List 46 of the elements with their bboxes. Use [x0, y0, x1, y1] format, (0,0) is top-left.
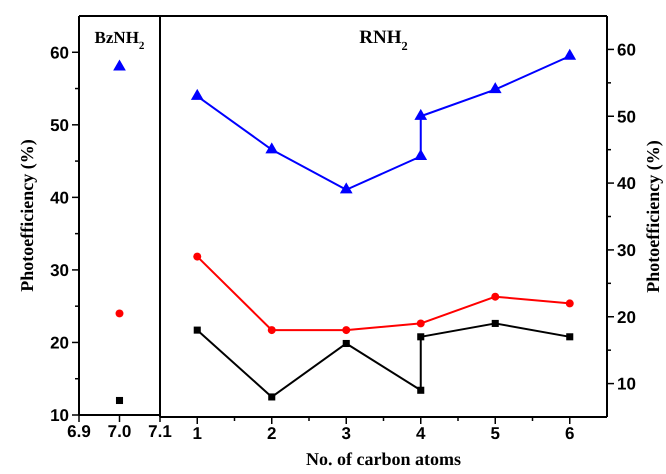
y2-tick-label: 30	[617, 240, 636, 260]
point	[268, 393, 276, 400]
y2-tick-label: 50	[617, 107, 636, 126]
point	[194, 326, 201, 334]
point	[340, 182, 353, 194]
x-tick-label: 5	[490, 424, 500, 443]
point	[416, 319, 425, 328]
point	[488, 82, 502, 94]
y-tick-label: 60	[50, 43, 69, 62]
point	[417, 333, 424, 340]
point	[193, 252, 202, 261]
point	[190, 88, 204, 100]
text: BzNH$_{2}$	[94, 28, 145, 52]
y2-axis-title: Photoefficiency (%)	[643, 140, 663, 293]
y2-tick-label: 60	[617, 40, 636, 60]
text: RNH$_{2}$	[359, 27, 408, 53]
point	[491, 292, 500, 301]
x-tick-label: 2	[267, 424, 276, 443]
x-tick-label: 3	[342, 424, 351, 443]
x-tick-label: 7.0	[108, 422, 132, 441]
x-tick-label: 4	[416, 424, 426, 443]
y-tick-label: 30	[50, 260, 69, 280]
point	[563, 48, 576, 60]
y-tick-label: 10	[50, 406, 69, 425]
y-axis-title: Photoefficiency (%)	[17, 139, 37, 292]
x-tick-label: 7.1	[148, 422, 172, 441]
x-tick-label: 6	[565, 424, 574, 443]
y-tick-label: 20	[50, 333, 69, 352]
point	[342, 326, 350, 334]
y2-tick-label: 20	[617, 308, 636, 327]
point	[268, 326, 276, 334]
point	[566, 299, 574, 308]
y2-tick-label: 10	[617, 374, 636, 394]
point	[492, 320, 499, 327]
y-tick-label: 40	[50, 188, 69, 208]
point	[414, 108, 428, 120]
y-tick-label: 50	[50, 116, 69, 135]
x-tick-label: 6.9	[67, 422, 91, 441]
point	[265, 142, 278, 154]
point	[414, 149, 428, 160]
y2-tick-label: 40	[617, 174, 636, 194]
point	[566, 333, 574, 340]
point	[342, 340, 350, 348]
point	[417, 386, 424, 394]
x-tick-label: 1	[192, 424, 202, 443]
x-axis-title: No. of carbon atoms	[306, 449, 461, 469]
